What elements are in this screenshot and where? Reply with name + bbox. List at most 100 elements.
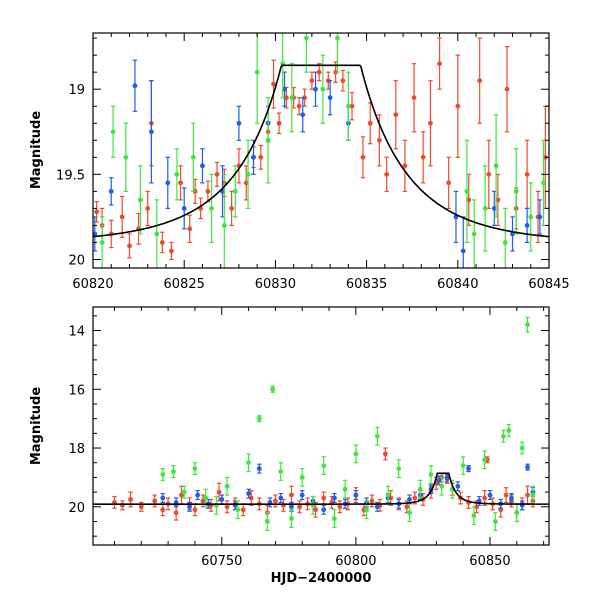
data-point <box>192 507 198 513</box>
data-point <box>271 81 276 87</box>
y-tick-label: 19.5 <box>56 168 85 183</box>
data-point <box>525 492 530 498</box>
x-tick-label: 60850 <box>469 554 510 569</box>
data-point <box>289 492 294 498</box>
data-point <box>99 240 105 245</box>
data-point <box>482 205 488 211</box>
data-point <box>471 513 477 519</box>
data-point <box>411 95 417 101</box>
x-tick-label: 60800 <box>335 554 376 569</box>
bottom-panel-frame <box>92 306 550 546</box>
data-point <box>476 498 482 504</box>
data-point <box>502 240 508 245</box>
data-point <box>270 386 276 392</box>
data-point <box>321 495 327 501</box>
data-point <box>417 486 423 492</box>
data-point <box>382 451 388 457</box>
data-point <box>256 416 262 422</box>
x-tick-label: 60825 <box>164 277 205 292</box>
data-point <box>369 498 375 504</box>
bottom-x-axis-label: HJD−2400000 <box>271 571 372 586</box>
data-point <box>321 463 327 469</box>
data-point <box>127 243 132 249</box>
data-point <box>519 445 525 451</box>
data-point <box>110 129 116 135</box>
data-point <box>374 433 380 439</box>
data-point <box>501 433 506 439</box>
data-point <box>530 492 536 498</box>
data-point <box>224 483 230 489</box>
data-point <box>353 492 359 498</box>
data-point <box>513 188 519 194</box>
data-point <box>148 129 154 135</box>
data-point <box>436 477 442 483</box>
bottom-plot-area <box>93 316 549 531</box>
top-panel: 60820 60825 60830 60835 60840 60845 19 19.5 20 M… <box>29 32 570 292</box>
data-point <box>460 248 466 254</box>
data-point <box>289 516 294 521</box>
data-point <box>524 223 530 228</box>
data-point <box>309 78 315 84</box>
data-point <box>364 507 369 513</box>
data-point <box>154 231 160 237</box>
data-point <box>340 78 346 84</box>
data-point <box>205 188 211 194</box>
x-tick-label: 60845 <box>528 277 569 292</box>
data-point <box>181 205 187 211</box>
data-point <box>327 95 333 101</box>
data-point <box>455 103 461 109</box>
data-point <box>541 180 546 186</box>
data-point <box>264 519 270 524</box>
data-point <box>374 504 380 510</box>
data-point <box>393 112 399 118</box>
data-point <box>300 112 306 118</box>
data-point <box>428 120 433 126</box>
data-point <box>278 495 284 501</box>
y-tick-label: 19 <box>68 83 85 98</box>
data-point <box>209 205 214 211</box>
data-point <box>471 231 477 237</box>
y-tick-label: 20 <box>68 501 85 516</box>
data-point <box>119 214 125 220</box>
bottom-model-curve <box>93 472 549 505</box>
data-point <box>477 78 483 84</box>
data-point <box>289 95 295 101</box>
data-point <box>138 504 144 510</box>
data-point <box>276 120 282 126</box>
data-point <box>187 504 192 510</box>
data-point <box>171 469 176 474</box>
data-point <box>402 163 408 169</box>
data-point <box>282 86 287 92</box>
data-point <box>367 120 373 126</box>
data-point <box>320 86 326 92</box>
data-point <box>232 188 238 194</box>
data-point <box>524 171 530 177</box>
data-point <box>396 466 402 472</box>
bottom-panel: 60750 60800 60850 14 16 18 20 Magnitude HJD−24… <box>29 306 550 586</box>
data-point <box>407 497 412 502</box>
data-point <box>313 507 319 513</box>
data-point <box>385 492 391 498</box>
data-point <box>428 472 434 477</box>
bottom-y-axis-label: Magnitude <box>29 387 44 466</box>
data-point <box>258 154 264 160</box>
data-point <box>492 519 498 524</box>
data-point <box>160 507 166 513</box>
data-point <box>491 205 497 211</box>
x-tick-label: 60820 <box>72 277 113 292</box>
data-point <box>165 180 171 186</box>
data-point <box>128 497 133 502</box>
data-point <box>254 69 260 75</box>
data-point <box>466 197 472 203</box>
data-point <box>349 103 355 109</box>
data-point <box>506 428 512 433</box>
data-point <box>412 495 418 501</box>
x-tick-label: 60835 <box>346 277 387 292</box>
data-point <box>160 472 166 477</box>
top-plot-area <box>93 33 549 268</box>
data-point <box>503 492 509 498</box>
data-point <box>525 464 530 470</box>
data-point <box>235 507 241 513</box>
data-point <box>437 61 442 67</box>
data-point <box>482 495 488 501</box>
